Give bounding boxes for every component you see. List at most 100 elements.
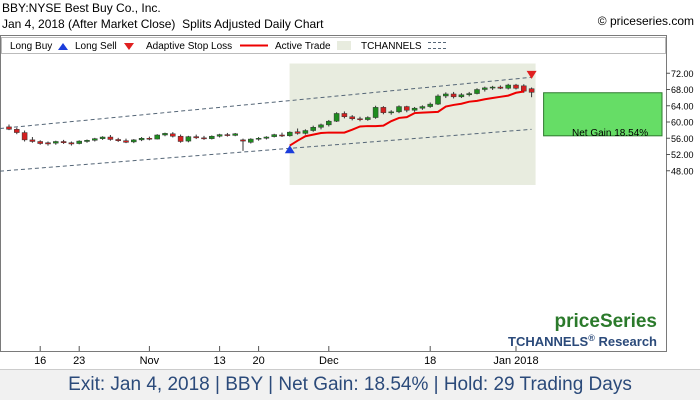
y-tick-label: 72.00 bbox=[671, 69, 694, 79]
signals-group bbox=[284, 70, 537, 154]
candle-body bbox=[443, 93, 449, 97]
candle-body bbox=[450, 93, 457, 98]
candle-body bbox=[45, 142, 51, 145]
candle-body bbox=[357, 118, 363, 120]
x-tick-label: 13 bbox=[213, 355, 225, 367]
net-gain-label: Net Gain 18.54% bbox=[572, 128, 648, 139]
candle-body bbox=[310, 127, 316, 131]
candle-body bbox=[21, 132, 28, 141]
candle-body bbox=[263, 136, 270, 139]
candle-body bbox=[37, 141, 43, 144]
candle-body bbox=[474, 89, 480, 94]
candle-body bbox=[131, 139, 137, 143]
candle-body bbox=[513, 84, 519, 89]
candle-body bbox=[193, 136, 199, 139]
x-tick-label: Nov bbox=[140, 355, 160, 367]
candle-body bbox=[380, 107, 387, 113]
candle-body bbox=[60, 141, 67, 143]
candle-body bbox=[349, 116, 355, 119]
candle-body bbox=[209, 135, 215, 139]
candle-body bbox=[232, 133, 238, 136]
legend-bar: Long Buy Long Sell Adaptive Stop Loss Ac… bbox=[1, 37, 666, 54]
candle-body bbox=[287, 131, 293, 137]
candle-body bbox=[216, 134, 223, 137]
candle-body bbox=[154, 134, 160, 140]
x-tick-label: 18 bbox=[424, 355, 436, 367]
candle-body bbox=[99, 136, 106, 139]
legend-long-sell-label: Long Sell bbox=[75, 41, 117, 52]
candle-body bbox=[326, 120, 332, 126]
long-buy-icon bbox=[58, 43, 68, 50]
candle-body bbox=[84, 140, 90, 142]
y-tick-label: 56.00 bbox=[671, 134, 694, 144]
candle-body bbox=[92, 138, 98, 141]
candle-body bbox=[466, 93, 472, 96]
candle-body bbox=[29, 139, 36, 142]
net-gain-box bbox=[543, 92, 663, 137]
candle-body bbox=[302, 130, 309, 134]
candle-body bbox=[396, 106, 402, 113]
active-trade-legend-swatch bbox=[337, 41, 351, 50]
x-tick-label: 23 bbox=[73, 355, 85, 367]
channel-upper-line bbox=[0, 76, 532, 129]
stop-loss-line bbox=[289, 90, 524, 147]
long-sell-arrow-icon bbox=[526, 70, 537, 79]
candle-body bbox=[341, 113, 348, 117]
candle-body bbox=[279, 134, 285, 137]
channel-lower-line bbox=[0, 128, 532, 172]
long-sell-icon bbox=[124, 43, 134, 50]
date-subtitle: Jan 4, 2018 (After Market Close) Splits … bbox=[2, 17, 324, 31]
x-tick-label: 20 bbox=[252, 355, 264, 367]
y-tick-label: 60.00 bbox=[671, 118, 694, 128]
priceseries-brand: priceSeries bbox=[555, 311, 657, 332]
x-tick-label: Dec bbox=[319, 355, 339, 367]
candle-body bbox=[76, 140, 82, 144]
trade-summary-footer: Exit: Jan 4, 2018 | BBY | Net Gain: 18.5… bbox=[0, 369, 700, 400]
candle-body bbox=[115, 139, 121, 141]
legend-long-buy-label: Long Buy bbox=[10, 41, 52, 52]
tchannels-research-brand: TCHANNELS® Research bbox=[508, 333, 657, 349]
candles-group bbox=[6, 83, 535, 151]
candle-body bbox=[123, 140, 129, 143]
chart-kind-label: Splits Adjusted Daily Chart bbox=[182, 17, 324, 31]
legend-stop-loss-label: Adaptive Stop Loss bbox=[146, 41, 232, 52]
candle-body bbox=[458, 94, 465, 98]
candle-body bbox=[255, 138, 262, 140]
candle-body bbox=[53, 141, 59, 144]
y-tick-label: 48.00 bbox=[671, 166, 694, 176]
candle-body bbox=[294, 131, 301, 134]
candle-body bbox=[482, 87, 488, 90]
candle-body bbox=[528, 88, 535, 93]
candle-body bbox=[435, 95, 441, 105]
y-tick-label: 68.00 bbox=[671, 85, 694, 95]
legend-box bbox=[1, 37, 666, 54]
copyright-label: © priceseries.com bbox=[597, 14, 694, 28]
long-buy-arrow-icon bbox=[284, 145, 295, 154]
candle-body bbox=[521, 85, 527, 92]
candle-body bbox=[372, 107, 379, 118]
date-label: Jan 4, 2018 (After Market Close) bbox=[2, 17, 176, 31]
candle-body bbox=[162, 133, 168, 136]
legend-tchannels-label: TCHANNELS bbox=[361, 41, 422, 52]
candle-body bbox=[365, 117, 371, 120]
candle-body bbox=[177, 135, 184, 142]
candle-body bbox=[68, 142, 75, 145]
x-tick-label: 16 bbox=[34, 355, 46, 367]
candle-body bbox=[489, 86, 496, 89]
candle-body bbox=[419, 106, 426, 109]
candle-body bbox=[271, 134, 277, 137]
candle-body bbox=[240, 139, 246, 142]
candle-body bbox=[411, 107, 418, 111]
legend-active-trade-label: Active Trade bbox=[275, 41, 331, 52]
candle-body bbox=[427, 103, 433, 107]
candle-body bbox=[14, 129, 20, 133]
candle-body bbox=[201, 137, 207, 140]
candle-body bbox=[170, 133, 176, 137]
candle-body bbox=[248, 138, 254, 143]
symbol-title: BBY:NYSE Best Buy Co., Inc. bbox=[2, 1, 161, 15]
candle-body bbox=[404, 106, 410, 111]
candle-body bbox=[497, 86, 504, 89]
candle-body bbox=[185, 136, 192, 142]
candle-body bbox=[6, 126, 12, 130]
